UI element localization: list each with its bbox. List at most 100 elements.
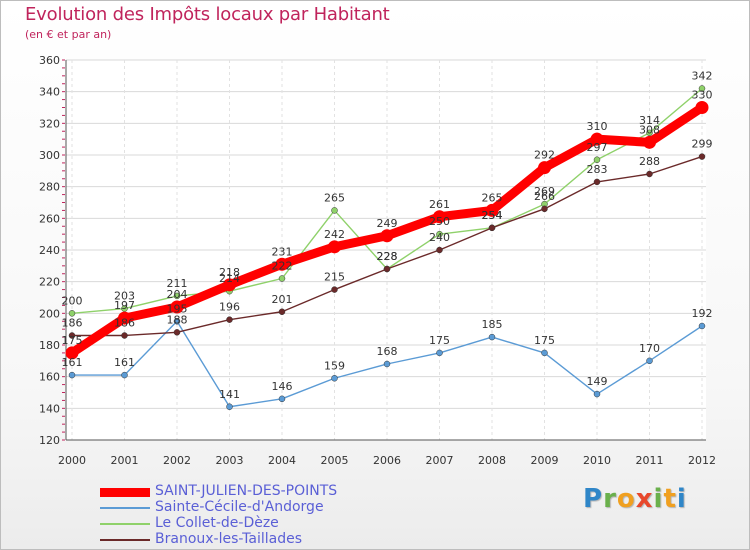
data-point	[278, 308, 286, 315]
data-label: 308	[639, 123, 660, 136]
data-point	[331, 375, 338, 382]
data-point	[223, 278, 236, 292]
y-tick-label: 220	[39, 276, 60, 289]
data-label: 231	[272, 245, 293, 258]
data-label: 149	[587, 375, 608, 388]
data-point	[226, 316, 233, 323]
data-point	[488, 224, 496, 232]
data-label: 330	[692, 89, 713, 102]
data-label: 314	[639, 114, 660, 127]
data-point	[328, 240, 341, 254]
data-label: 161	[62, 356, 83, 369]
legend-label: Le Collet-de-Dèze	[155, 515, 279, 531]
data-point	[68, 310, 76, 317]
x-tick-label: 2000	[58, 454, 86, 467]
data-point	[173, 329, 181, 336]
x-tick-label: 2004	[268, 454, 296, 467]
x-tick-label: 2001	[111, 454, 139, 467]
data-point	[538, 161, 551, 175]
data-point	[488, 333, 496, 341]
data-label: 159	[324, 359, 345, 372]
data-point	[331, 286, 338, 293]
x-tick-label: 2007	[426, 454, 454, 467]
data-label: 186	[62, 317, 83, 330]
x-tick-label: 2008	[478, 454, 506, 467]
data-point	[695, 101, 709, 114]
data-label: 240	[429, 231, 450, 244]
data-point	[541, 205, 548, 213]
data-label: 201	[272, 293, 293, 306]
data-label: 200	[62, 294, 83, 307]
data-point	[278, 275, 286, 282]
data-label: 292	[534, 149, 555, 162]
data-label: 250	[429, 215, 450, 228]
data-label: 186	[114, 317, 135, 330]
data-label: 185	[482, 318, 503, 331]
data-label: 228	[377, 250, 398, 263]
y-tick-label: 340	[39, 86, 60, 99]
data-label: 215	[324, 271, 345, 284]
data-point	[593, 178, 601, 186]
x-tick-label: 2011	[636, 454, 664, 467]
data-point	[173, 292, 181, 300]
proxiti-logo: Proxiti	[583, 484, 687, 514]
y-tick-label: 280	[39, 181, 60, 194]
data-label: 141	[219, 388, 240, 401]
data-label: 222	[272, 260, 293, 273]
data-label: 170	[639, 342, 660, 355]
legend-swatch	[100, 523, 150, 525]
data-label: 218	[219, 266, 240, 279]
data-point	[121, 332, 128, 339]
data-point	[170, 300, 184, 314]
data-point	[68, 371, 76, 379]
data-label: 175	[429, 334, 450, 347]
y-tick-label: 160	[39, 371, 60, 384]
data-label: 175	[534, 334, 555, 347]
data-label: 249	[377, 217, 398, 230]
y-tick-label: 360	[39, 54, 60, 67]
legend-swatch	[100, 539, 150, 541]
data-point	[698, 153, 706, 160]
data-point	[698, 322, 706, 330]
data-label: 211	[167, 277, 188, 290]
data-point	[646, 357, 653, 365]
legend-swatch	[100, 507, 150, 509]
data-label: 266	[534, 190, 555, 203]
x-tick-label: 2005	[321, 454, 349, 467]
data-point	[383, 265, 391, 273]
data-point	[590, 132, 604, 146]
data-label: 265	[324, 191, 345, 204]
data-label: 288	[639, 155, 660, 168]
data-point	[173, 318, 181, 325]
x-tick-label: 2006	[373, 454, 401, 467]
data-label: 188	[167, 313, 188, 326]
data-label: 146	[272, 380, 293, 393]
y-tick-label: 240	[39, 244, 60, 257]
data-point	[436, 246, 443, 254]
data-label: 168	[377, 345, 398, 358]
chart-subtitle: (en € et par an)	[25, 28, 112, 41]
data-label: 261	[429, 198, 450, 211]
data-point	[436, 349, 443, 357]
data-point	[65, 346, 79, 360]
data-label: 254	[482, 209, 503, 222]
data-label: 197	[114, 299, 135, 312]
data-point	[121, 371, 128, 379]
legend-swatch	[100, 487, 150, 497]
data-label: 310	[587, 120, 608, 133]
data-point	[436, 230, 443, 238]
data-point	[698, 85, 706, 92]
y-tick-label: 260	[39, 212, 60, 225]
data-point	[331, 207, 338, 214]
data-label: 228	[377, 250, 398, 263]
data-point	[68, 332, 76, 339]
x-tick-label: 2003	[216, 454, 244, 467]
chart-title: Evolution des Impôts locaux par Habitant	[25, 4, 390, 25]
data-label: 283	[587, 163, 608, 176]
y-tick-label: 140	[39, 402, 60, 415]
x-tick-label: 2009	[531, 454, 559, 467]
data-point	[593, 390, 601, 398]
data-point	[380, 229, 394, 243]
data-label: 342	[692, 70, 713, 83]
